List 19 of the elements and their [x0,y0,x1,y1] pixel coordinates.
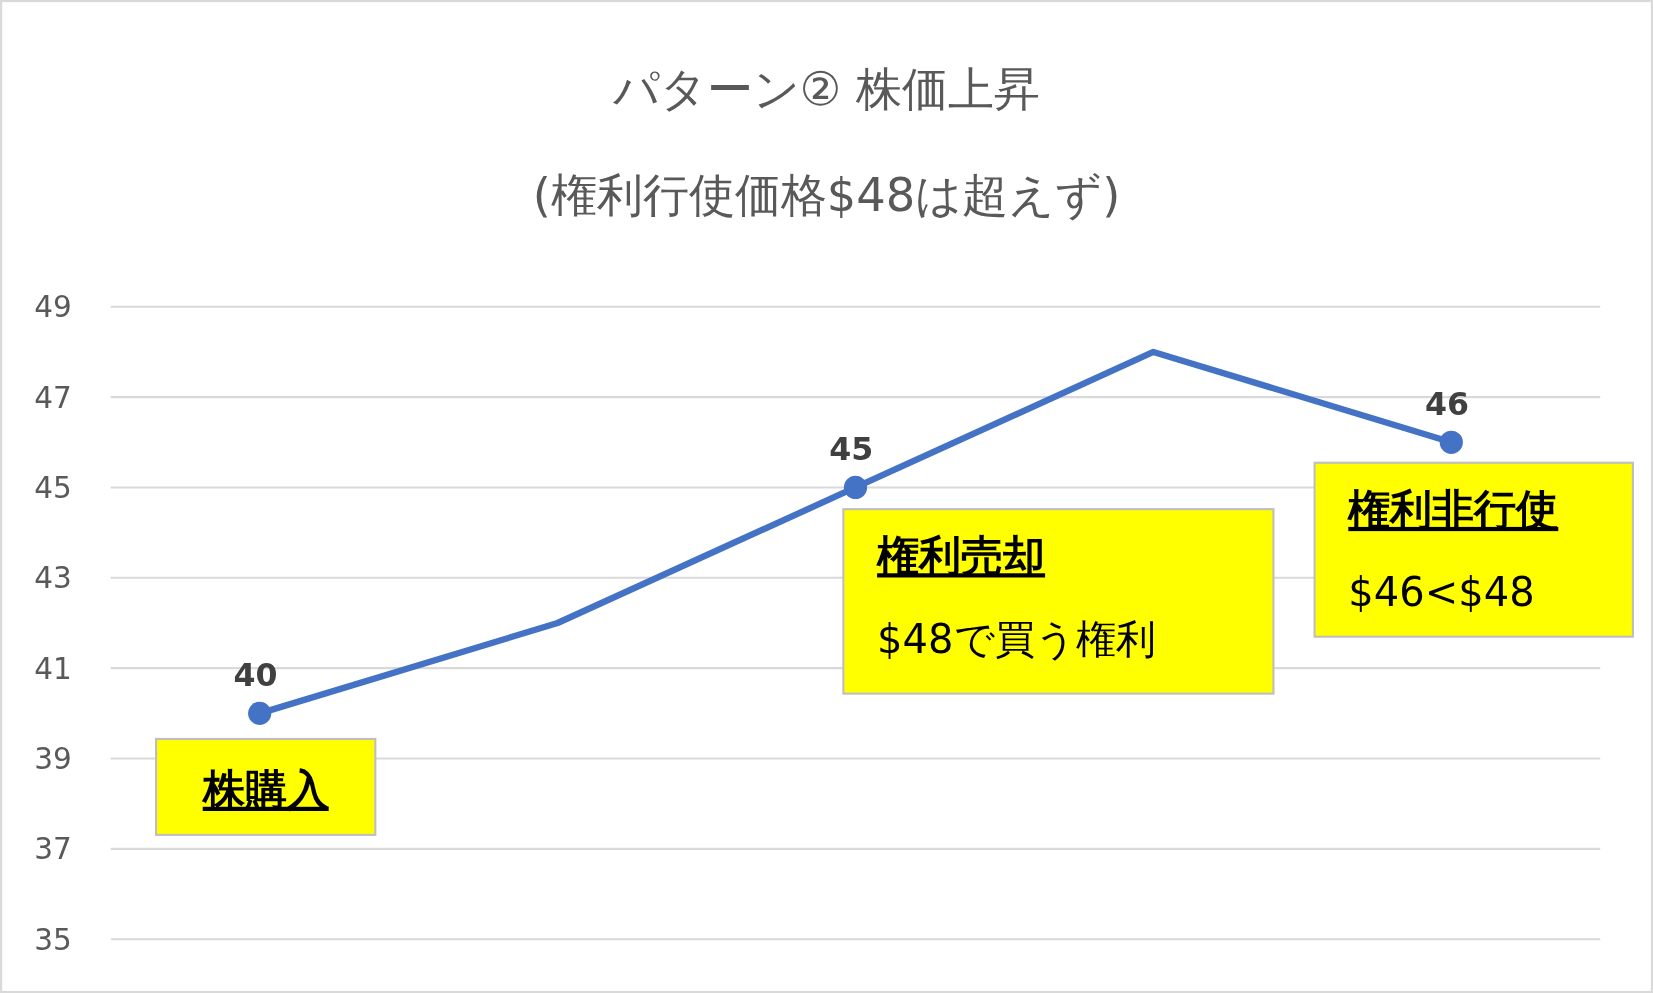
point [843,475,868,500]
data-label: 45 [829,431,874,468]
chart-subtitle: (権利行使価格$48は超えず) [532,167,1121,222]
y-tick-label: 41 [34,651,72,686]
annotation: 権利非行使 $46<$48 [1347,484,1559,616]
data-label: 40 [233,656,278,693]
y-tick-label: 39 [34,742,72,777]
point [248,701,272,725]
y-tick-label: 49 [34,290,72,325]
y-tick-label: 35 [34,922,72,957]
annotation: 株購入 [200,764,330,814]
y-tick-label: 47 [34,380,72,415]
y-tick-label: 37 [34,832,72,867]
annotation: 権利売却 $48で買う権利 [876,531,1156,662]
data-label: 46 [1425,385,1470,422]
y-tick-label: 43 [34,561,72,596]
point [1439,430,1463,454]
chart-title: パターン② 株価上昇 [611,62,1041,117]
y-tick-label: 45 [34,471,72,506]
